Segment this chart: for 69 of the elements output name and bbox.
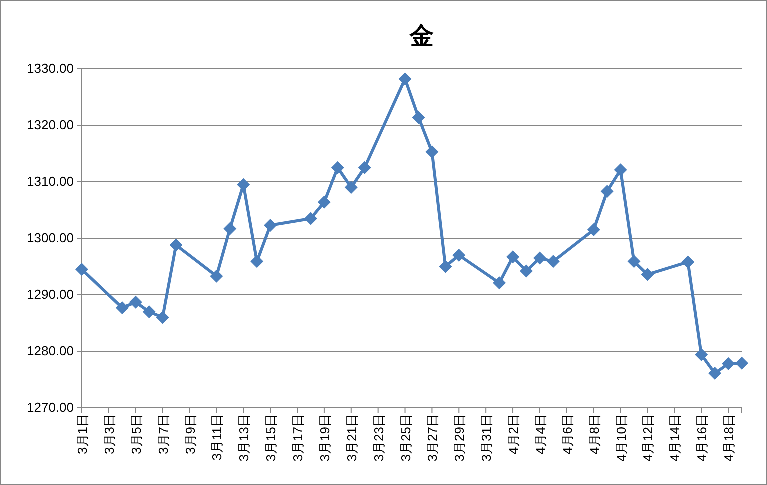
point	[439, 260, 452, 274]
x-tick-label: 3月23日	[371, 414, 386, 462]
point	[452, 248, 466, 262]
point	[264, 219, 278, 232]
point	[708, 367, 722, 380]
y-tick-label: 1290.00	[27, 287, 74, 302]
x-tick-label: 3月11日	[210, 414, 225, 461]
x-tick-label: 3月29日	[452, 414, 468, 462]
y-tick-label: 1310.00	[27, 174, 74, 189]
point	[682, 256, 695, 269]
x-tick-label: 4月16日	[694, 414, 710, 462]
point	[250, 255, 264, 268]
y-tick-label: 1320.00	[27, 118, 74, 132]
x-tick-label: 3月31日	[479, 414, 494, 462]
point	[129, 296, 142, 309]
point	[493, 276, 506, 290]
point	[506, 250, 520, 264]
point	[736, 356, 748, 370]
x-tick-label: 3月7日	[156, 414, 171, 454]
x-tick-label: 4月14日	[668, 414, 683, 462]
point	[587, 224, 600, 237]
point	[600, 185, 614, 198]
x-tick-label: 4月10日	[614, 414, 629, 462]
point	[210, 270, 224, 283]
point	[412, 111, 426, 124]
x-tick-label: 4月4日	[532, 414, 548, 454]
point	[695, 348, 708, 362]
x-tick-label: 3月3日	[102, 414, 117, 454]
x-tick-label: 4月8日	[586, 414, 602, 454]
x-tick-label: 3月13日	[236, 414, 252, 462]
x-tick-label: 3月5日	[128, 414, 144, 454]
y-tick-label: 1270.00	[27, 400, 74, 415]
x-tick-label: 3月1日	[75, 414, 90, 454]
point	[331, 161, 344, 174]
x-tick-label: 4月6日	[560, 414, 575, 454]
point	[722, 357, 736, 370]
point	[170, 238, 183, 252]
point	[344, 181, 358, 194]
x-tick-label: 3月15日	[264, 414, 279, 462]
y-tick-label: 1280.00	[27, 344, 74, 358]
point	[546, 255, 560, 268]
point	[224, 222, 237, 236]
x-tick-label: 3月27日	[425, 414, 440, 462]
point	[304, 212, 318, 226]
point	[614, 164, 628, 177]
x-tick-label: 3月9日	[182, 414, 198, 454]
point	[426, 146, 439, 159]
x-tick-label: 4月18日	[722, 414, 737, 462]
point	[520, 264, 533, 278]
point	[628, 255, 641, 268]
x-tick-label: 3月17日	[290, 414, 306, 462]
point	[116, 301, 129, 314]
point	[156, 311, 170, 324]
chart-title: 金	[409, 23, 434, 50]
point	[533, 252, 546, 265]
point	[142, 305, 156, 318]
point	[318, 196, 331, 209]
x-tick-label: 4月12日	[640, 414, 656, 462]
point	[358, 161, 372, 174]
y-tick-label: 1300.00	[27, 230, 74, 246]
point	[398, 72, 412, 86]
y-tick-label: 1330.00	[27, 61, 74, 76]
x-tick-label: 4月2日	[506, 414, 522, 454]
point	[237, 178, 250, 192]
point	[76, 263, 88, 276]
x-tick-label: 3月25日	[398, 414, 414, 462]
point	[641, 268, 654, 282]
x-tick-label: 3月19日	[317, 414, 332, 462]
x-tick-label: 3月21日	[344, 414, 360, 462]
